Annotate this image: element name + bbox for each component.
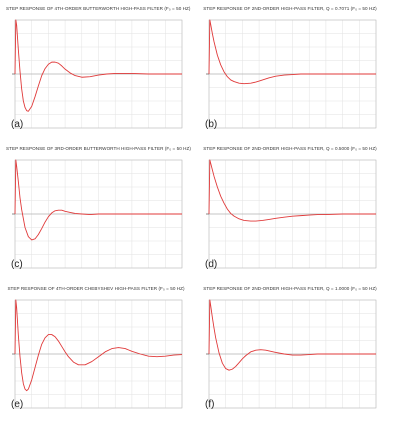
step-response-line [14, 19, 182, 112]
plot-area [206, 159, 377, 269]
chart-panel-f: STEP RESPONSE OF 2ND-ORDER HIGH-PASS FIL… [200, 286, 380, 416]
panel-label: (b) [205, 119, 218, 130]
chart-title: STEP RESPONSE OF 3RD-ORDER BUTTERWORTH H… [6, 146, 191, 151]
chart-panel-d: STEP RESPONSE OF 2ND-ORDER HIGH-PASS FIL… [200, 146, 380, 276]
chart-title: STEP RESPONSE OF 4TH-ORDER CHEBYSHEV HIG… [7, 286, 185, 291]
chart-panel-c: STEP RESPONSE OF 3RD-ORDER BUTTERWORTH H… [6, 146, 191, 276]
chart-title: STEP RESPONSE OF 2ND-ORDER HIGH-PASS FIL… [203, 286, 377, 291]
plot-area [12, 19, 183, 129]
plot-area [12, 299, 183, 409]
step-response-line [208, 19, 376, 85]
panel-label: (e) [11, 399, 24, 410]
chart-title: STEP RESPONSE OF 2ND-ORDER HIGH-PASS FIL… [203, 6, 377, 11]
chart-panel-a: STEP RESPONSE OF 4TH-ORDER BUTTERWORTH H… [6, 6, 191, 136]
panel-label: (a) [11, 119, 24, 130]
step-response-line [14, 299, 183, 392]
panel-label: (c) [11, 259, 23, 270]
chart-title: STEP RESPONSE OF 4TH-ORDER BUTTERWORTH H… [6, 6, 191, 11]
chart-panel-e: STEP RESPONSE OF 4TH-ORDER CHEBYSHEV HIG… [6, 286, 186, 416]
step-response-line [14, 159, 182, 241]
plot-area [206, 299, 377, 409]
chart-panel-b: STEP RESPONSE OF 2ND-ORDER HIGH-PASS FIL… [200, 6, 380, 136]
chart-title: STEP RESPONSE OF 2ND-ORDER HIGH-PASS FIL… [203, 146, 377, 151]
plot-area [206, 19, 377, 129]
panel-label: (f) [205, 399, 215, 410]
step-response-line [208, 159, 376, 222]
panel-label: (d) [205, 259, 218, 270]
step-response-line [208, 299, 376, 371]
plot-area [12, 159, 183, 269]
